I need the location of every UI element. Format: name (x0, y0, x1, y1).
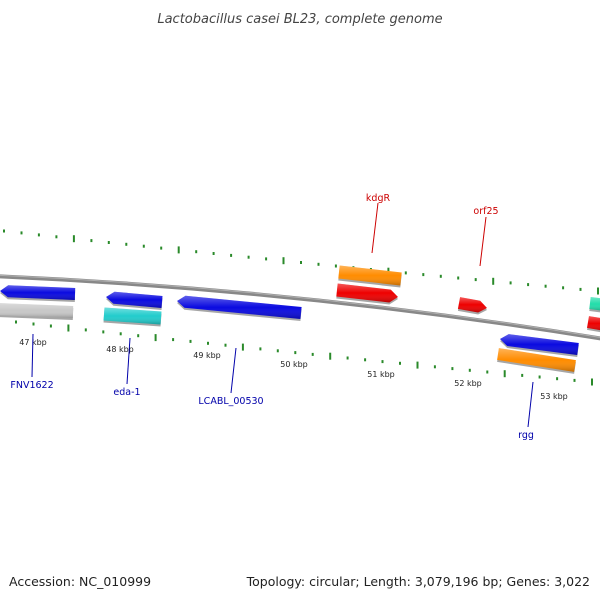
gene-arrow-LCABL_00530-gloss (177, 295, 302, 319)
accession-text: Accession: NC_010999 (9, 574, 151, 589)
gene-arrow-left-gray-gloss (0, 303, 74, 318)
gene-arrow-blue-2-gloss (106, 291, 163, 308)
gene-arrow-eda-1-cyan-gloss (103, 307, 162, 325)
FNV1622-leader (31, 333, 34, 378)
genome-backbone-highlight (0, 274, 600, 338)
gene-labels: kdgR orf25 FNV1622 eda-1 LCABL_00530 rgg (10, 193, 534, 441)
gene-label-FNV1622[interactable]: FNV1622 (10, 380, 53, 391)
kbp-label: 53 kbp (540, 392, 568, 401)
inner-tick-row (15, 320, 593, 386)
kbp-label: 51 kbp (367, 370, 395, 379)
kbp-label: 50 kbp (280, 360, 308, 369)
gene-arrow-orf25-gloss (457, 297, 487, 313)
gene-arrow-rgg-orange-gloss (497, 348, 576, 372)
kbp-label: 49 kbp (193, 351, 221, 360)
gene-label-orf25[interactable]: orf25 (473, 206, 498, 217)
rgg-leader (527, 381, 534, 428)
genome-backbone (0, 274, 600, 341)
genome-summary-text: Topology: circular; Length: 3,079,196 bp… (246, 574, 590, 589)
gene-arrow-right-teal-gloss (589, 297, 600, 311)
gene-label-rgg[interactable]: rgg (518, 430, 534, 441)
gene-label-kdgR[interactable]: kdgR (366, 193, 391, 204)
orf25-leader (479, 216, 487, 267)
gene-label-LCABL_00530[interactable]: LCABL_00530 (198, 396, 263, 407)
LCABL_00530-leader (230, 347, 237, 394)
eda-1-leader (126, 337, 131, 385)
gene-arrow-kdgR-red-gloss (336, 283, 398, 303)
gene-arrow-kdgR-orange-gloss (338, 265, 402, 286)
map-title: Lactobacillus casei BL23, complete genom… (157, 12, 442, 27)
kbp-label: 52 kbp (454, 379, 482, 388)
gene-arrow-rgg-blue-gloss (500, 334, 579, 355)
gene-label-eda-1[interactable]: eda-1 (113, 387, 140, 398)
gene-arrow-right-red-gloss (587, 316, 600, 331)
feature-track (0, 265, 600, 374)
gene-arrow-left-blue-gloss (0, 285, 76, 300)
outer-tick-row (3, 229, 599, 295)
kdgR-leader (371, 202, 379, 254)
kbp-label: 48 kbp (106, 345, 134, 354)
